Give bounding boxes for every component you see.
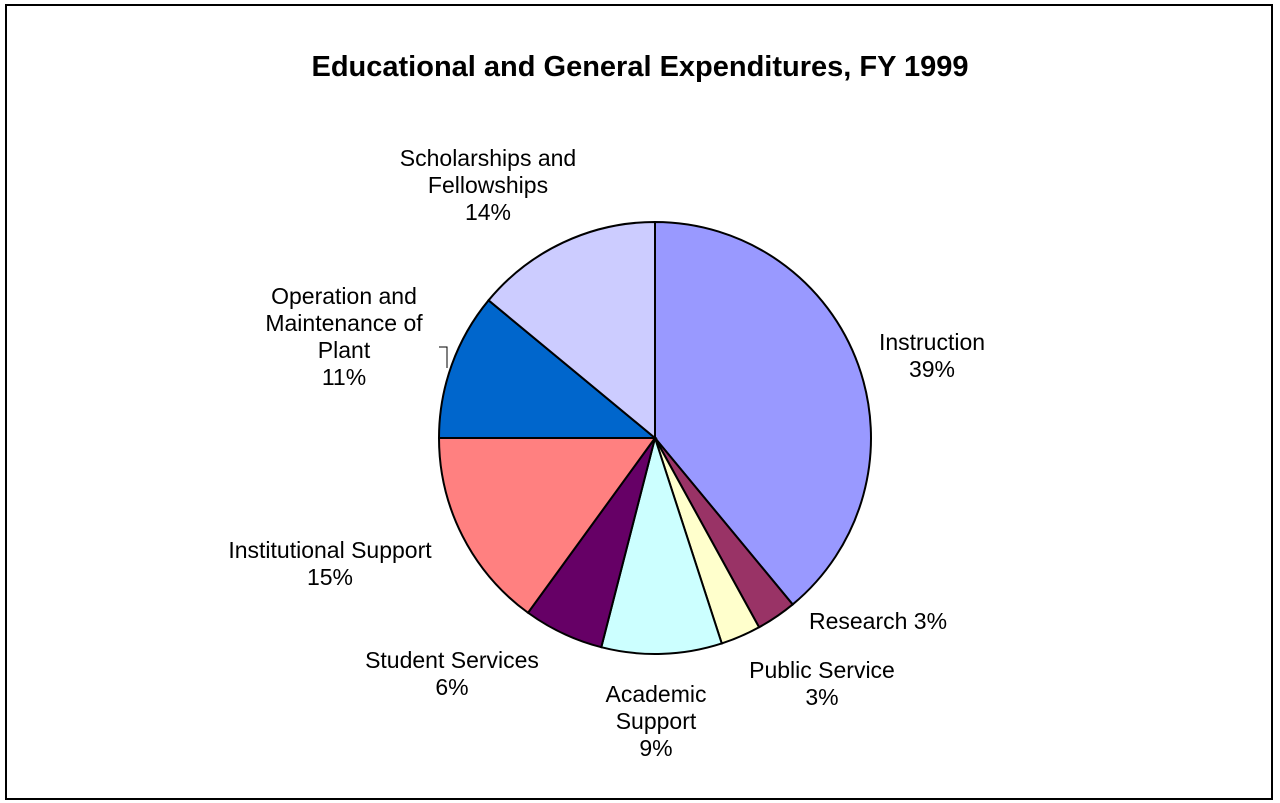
chart-title: Educational and General Expenditures, FY… bbox=[311, 51, 968, 83]
pie-slice-academic-support bbox=[600, 434, 724, 655]
slice-label-public-service: Public Service 3% bbox=[749, 657, 895, 710]
slice-label-scholarships-and-fellowships: Scholarships and Fellowships 14% bbox=[400, 145, 576, 225]
slice-label-research: Research 3% bbox=[809, 608, 947, 634]
pie-slice-operation-and-maintenance-of-plant bbox=[437, 298, 658, 439]
slice-label-student-services: Student Services 6% bbox=[365, 647, 539, 700]
slice-label-institutional-support: Institutional Support 15% bbox=[228, 537, 432, 590]
pie-slice-instruction bbox=[654, 220, 872, 606]
pie-slice-institutional-support bbox=[437, 437, 657, 615]
slice-label-operation-and-maintenance-of-plant: Operation and Maintenance of Plant 11% bbox=[265, 283, 423, 390]
leader-line bbox=[439, 346, 448, 368]
slice-label-instruction: Instruction 39% bbox=[879, 329, 985, 382]
slice-label-academic-support: Academic Support 9% bbox=[606, 681, 707, 761]
pie-slice-scholarships-and-fellowships bbox=[487, 220, 656, 441]
